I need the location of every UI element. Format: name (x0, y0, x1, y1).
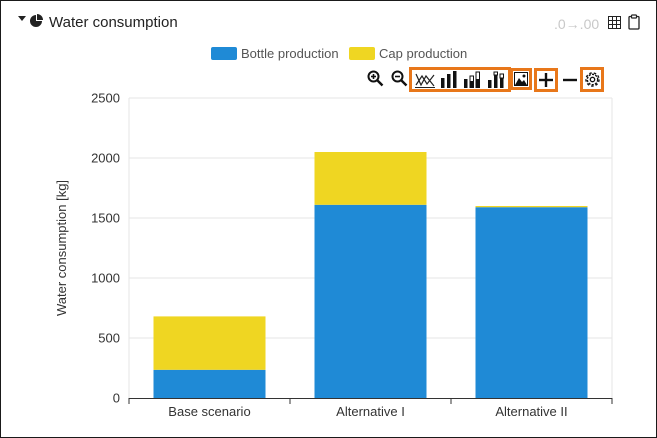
minus-icon[interactable] (562, 72, 578, 88)
chart-legend: Bottle production Cap production (1, 45, 656, 63)
x-tick-label: Alternative II (495, 404, 567, 419)
y-tick-label: 1500 (91, 211, 120, 226)
settings-highlight (580, 67, 604, 92)
bar-chart-icon[interactable] (440, 70, 458, 88)
chart-type-highlight (409, 67, 511, 92)
line-chart-icon[interactable] (415, 71, 435, 88)
collapse-caret-icon[interactable] (18, 16, 26, 21)
plus-highlight (534, 68, 558, 92)
x-tick-label: Alternative I (336, 404, 405, 419)
y-tick-label: 0 (113, 391, 120, 406)
panel-header: Water consumption .0→.00 (1, 1, 656, 45)
settings-icon[interactable] (584, 71, 601, 88)
bar-cap (314, 152, 427, 205)
zoom-in-icon[interactable] (367, 70, 384, 87)
legend-swatch-bottle (211, 47, 237, 60)
bar-bottle (153, 369, 266, 398)
table-icon[interactable] (608, 16, 621, 29)
plus-icon[interactable] (538, 72, 554, 88)
clipboard-icon[interactable] (628, 14, 640, 30)
y-axis-title: Water consumption [kg] (54, 180, 69, 316)
chart-toolbar (361, 65, 621, 95)
bar-bottle (475, 207, 588, 398)
grouped-bar-icon[interactable] (463, 70, 481, 88)
image-export-highlight (510, 68, 532, 90)
image-export-icon[interactable] (514, 72, 528, 86)
decimals-toggle[interactable]: .0→.00 (554, 16, 600, 32)
y-tick-label: 1000 (91, 271, 120, 286)
x-tick-label: Base scenario (168, 404, 250, 419)
stacked-bar-icon[interactable] (487, 70, 505, 88)
legend-label-bottle: Bottle production (241, 46, 339, 61)
y-tick-label: 2000 (91, 151, 120, 166)
bar-cap (475, 206, 588, 208)
pie-chart-icon (30, 14, 43, 27)
y-tick-label: 500 (98, 331, 120, 346)
y-tick-label: 2500 (91, 91, 120, 106)
legend-label-cap: Cap production (379, 46, 468, 61)
bar-cap (153, 316, 266, 370)
zoom-out-icon[interactable] (391, 70, 408, 87)
chart-title: Water consumption (49, 14, 178, 31)
legend-swatch-cap (349, 47, 375, 60)
bar-bottle (314, 204, 427, 398)
